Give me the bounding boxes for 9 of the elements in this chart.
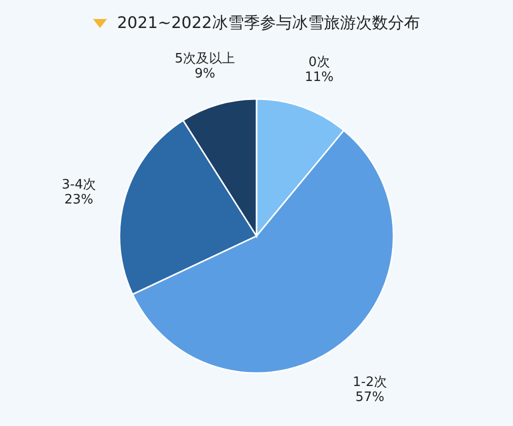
slice-label: 1-2次 [352, 375, 388, 390]
chart-title: 2021~2022冰雪季参与冰雪旅游次数分布 [117, 12, 420, 34]
slice-label: 0次 [308, 54, 330, 70]
slice-label: 3-4次 [62, 177, 96, 192]
slice-label: 5次及以上 [174, 51, 236, 66]
data-label: 57% [355, 390, 384, 406]
data-label: 9% [194, 66, 216, 82]
data-label: 11% [304, 70, 334, 85]
data-label: 23% [64, 192, 94, 208]
